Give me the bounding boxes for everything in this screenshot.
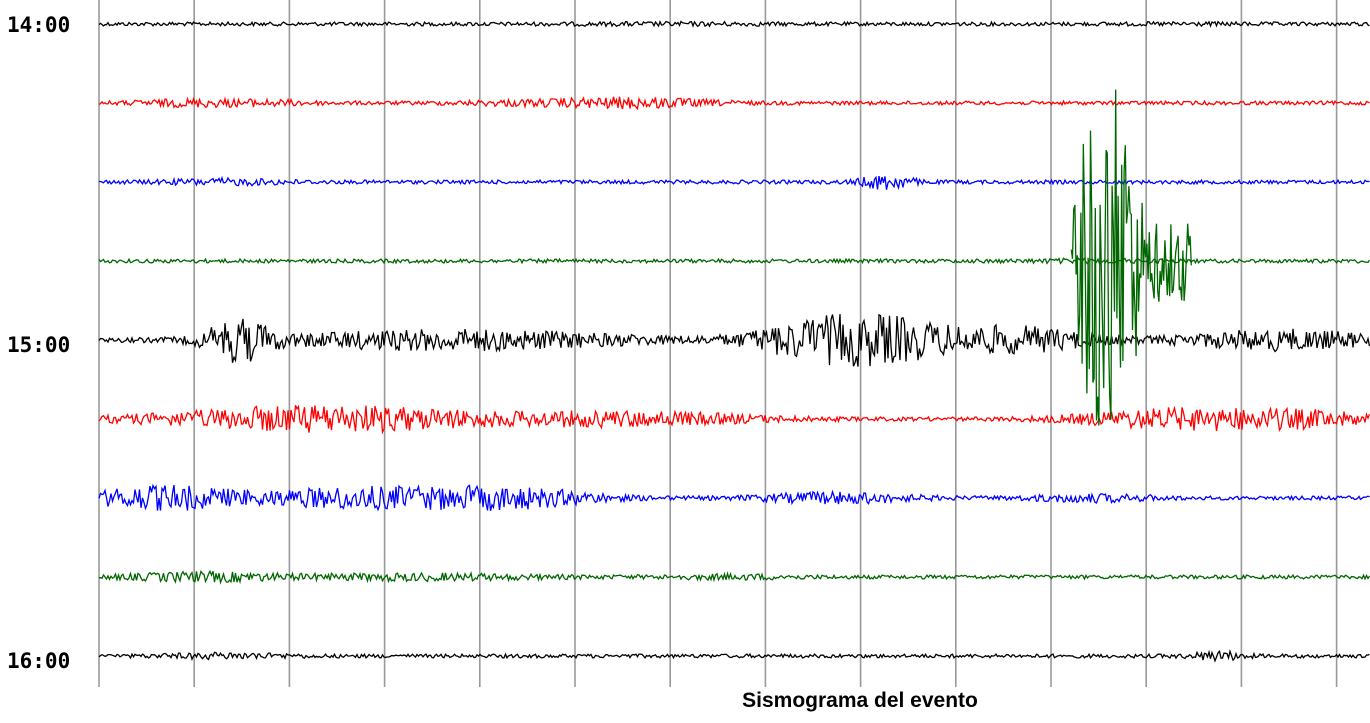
trace-line-8 [98,648,1370,663]
time-label-1600: 16:00 [7,649,70,673]
trace-line-0 [98,19,1370,28]
trace-lines [98,19,1370,663]
time-label-1400: 14:00 [7,13,70,37]
trace-line-5 [98,404,1370,435]
trace-line-1 [98,96,1370,111]
trace-line-2 [99,175,1370,191]
trace-line-6 [98,483,1370,512]
time-labels: 14:00 15:00 16:00 [7,13,70,673]
chart-caption: Sismograma del evento [742,689,978,712]
green-event-line [1070,89,1192,426]
time-label-1500: 15:00 [7,333,70,357]
trace-line-7 [99,569,1370,585]
trace-line-4 [98,313,1370,367]
green-event-trace [1070,89,1192,426]
